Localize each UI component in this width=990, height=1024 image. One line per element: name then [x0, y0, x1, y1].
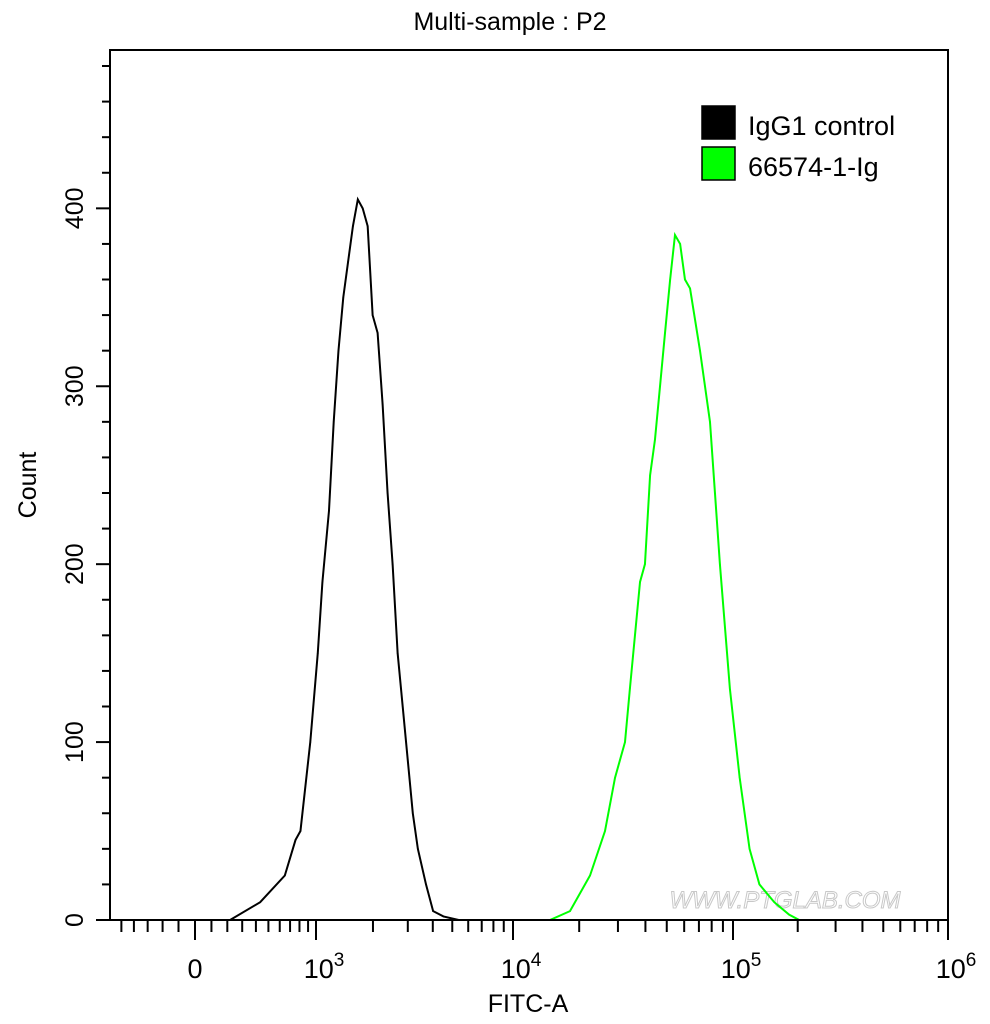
- series-line-66574-1-ig: [110, 231, 948, 921]
- data-point: [432, 910, 434, 912]
- legend-label-66574: 66574-1-Ig: [748, 152, 879, 182]
- data-point: [332, 421, 335, 423]
- data-point: [689, 287, 691, 290]
- data-point: [366, 225, 369, 227]
- data-point: [589, 874, 591, 877]
- x-tick-base: 10: [304, 954, 334, 984]
- x-tick-label: 103: [304, 950, 345, 984]
- chart-title: Multi-sample : P2: [413, 8, 606, 36]
- data-point: [406, 759, 409, 761]
- data-point: [758, 883, 761, 886]
- data-point: [719, 563, 721, 565]
- legend-label-igg1: IgG1 control: [748, 111, 895, 141]
- series-layer: [110, 196, 948, 921]
- data-point: [674, 234, 676, 236]
- data-point: [639, 581, 641, 583]
- data-point: [259, 901, 261, 904]
- data-point: [604, 830, 606, 832]
- legend-swatch-igg1: [701, 105, 736, 140]
- data-point: [654, 438, 656, 441]
- data-point: [361, 207, 364, 210]
- data-point: [788, 913, 790, 916]
- data-point: [738, 776, 741, 779]
- x-axis-label: FITC-A: [488, 990, 569, 1018]
- data-point: [357, 198, 359, 201]
- data-point: [352, 225, 354, 227]
- data-point: [299, 830, 302, 832]
- x-tick-base: 10: [721, 954, 751, 984]
- x-tick-exponent: 3: [334, 950, 345, 971]
- y-tick-label: 0: [61, 913, 89, 927]
- x-tick-base: 10: [501, 954, 531, 984]
- data-point: [391, 563, 394, 565]
- x-tick-exponent: 5: [751, 950, 762, 971]
- data-point: [417, 848, 419, 850]
- data-point: [614, 776, 616, 779]
- data-point: [664, 332, 666, 334]
- x-tick-base: 0: [187, 954, 202, 984]
- data-point: [649, 474, 651, 477]
- data-point: [321, 581, 324, 583]
- data-point: [729, 687, 731, 690]
- data-point: [425, 883, 427, 886]
- data-point: [381, 403, 384, 405]
- data-point: [629, 687, 631, 690]
- data-point: [624, 741, 626, 743]
- x-tick-label: 106: [936, 950, 977, 984]
- y-tick-label: 400: [61, 187, 89, 229]
- data-point: [376, 332, 379, 334]
- data-point: [659, 385, 661, 388]
- legend: IgG1 control 66574-1-Ig: [701, 105, 895, 182]
- x-tick-label: 0: [187, 954, 202, 984]
- data-point: [714, 492, 716, 494]
- data-point: [401, 705, 404, 708]
- legend-swatch-66574: [701, 146, 736, 181]
- y-tick-label: 200: [61, 543, 89, 585]
- data-point: [709, 421, 711, 423]
- data-point: [644, 563, 646, 565]
- y-tick-label: 100: [61, 721, 89, 763]
- data-point: [669, 278, 671, 281]
- data-point: [773, 901, 776, 904]
- data-point: [699, 349, 701, 352]
- data-point: [294, 839, 297, 841]
- x-tick-label: 105: [721, 950, 762, 984]
- data-point: [442, 915, 445, 918]
- y-tick-label: 300: [61, 365, 89, 407]
- x-tick-exponent: 6: [966, 950, 977, 971]
- data-point: [284, 874, 286, 877]
- x-tick-base: 10: [936, 954, 966, 984]
- x-tick-label: 104: [501, 950, 542, 984]
- data-point: [342, 296, 345, 299]
- data-point: [386, 492, 389, 494]
- x-tick-exponent: 4: [531, 950, 542, 971]
- y-axis-label: Count: [14, 452, 42, 519]
- series-line-igg1-control: [110, 196, 948, 921]
- data-point: [679, 243, 681, 245]
- data-point: [371, 314, 374, 316]
- data-point: [748, 848, 751, 850]
- data-point: [396, 652, 399, 654]
- data-point: [347, 260, 349, 263]
- data-point: [684, 278, 686, 281]
- plot-frame: [109, 49, 949, 921]
- data-point: [309, 741, 312, 743]
- data-point: [411, 812, 414, 815]
- data-point: [328, 509, 330, 512]
- data-point: [337, 349, 340, 352]
- watermark: WWW.PTGLAB.COM: [669, 887, 900, 914]
- data-point: [316, 652, 319, 654]
- data-point: [569, 910, 571, 912]
